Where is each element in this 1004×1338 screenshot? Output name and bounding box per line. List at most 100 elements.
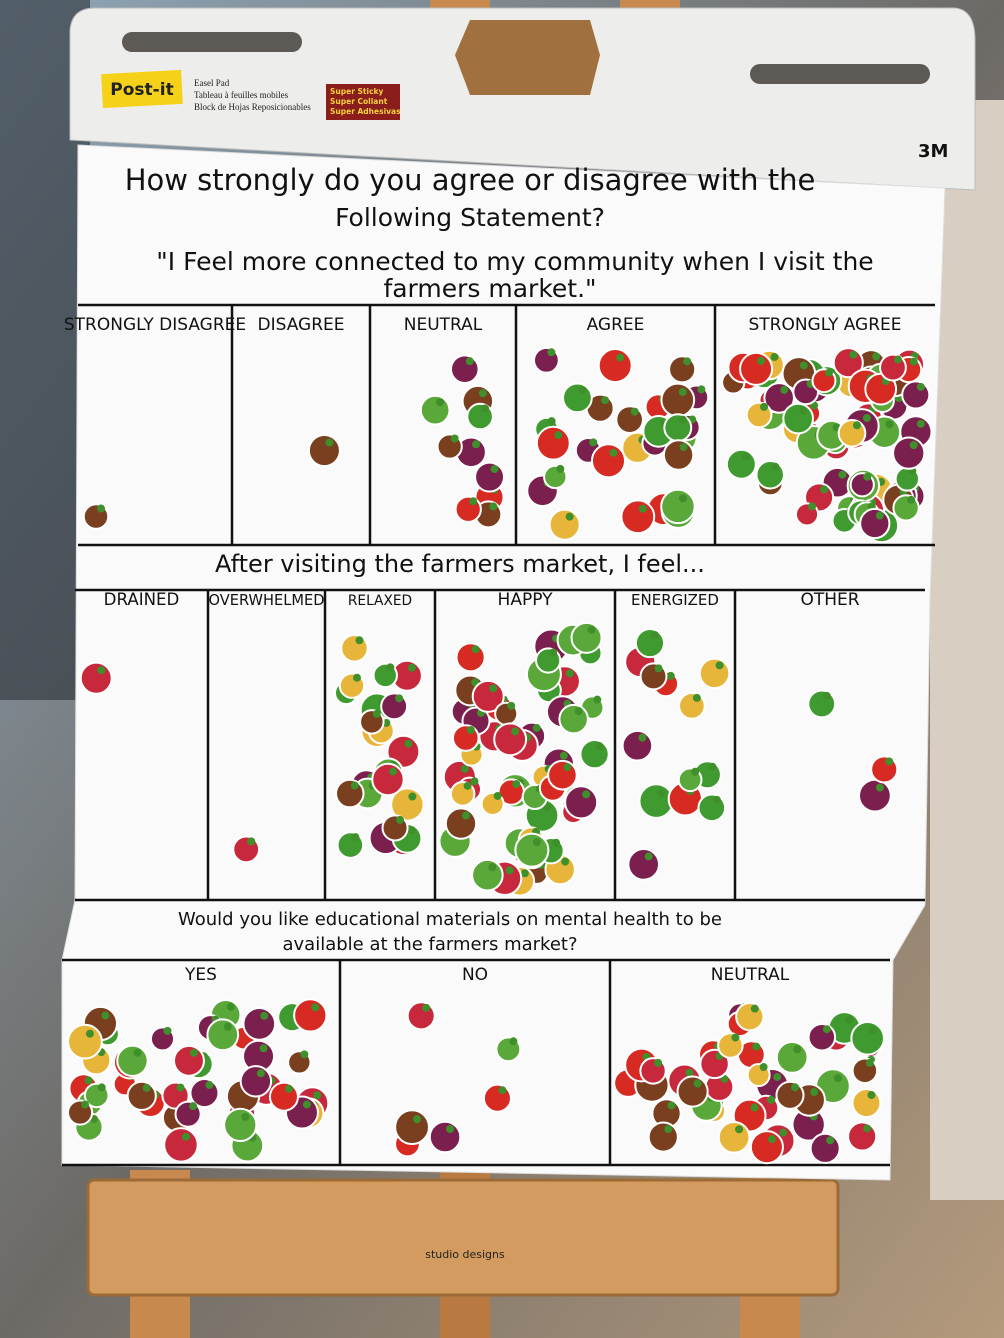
photo: studio designs Post-it Easel Pad Tableau…: [0, 0, 1004, 1338]
sticker-leaf: [498, 1086, 506, 1094]
sticker-leaf: [533, 724, 541, 732]
sticker-leaf: [189, 1102, 197, 1110]
sticker-leaf: [325, 439, 333, 447]
sticker-leaf: [679, 494, 687, 502]
question-line: After visiting the farmers market, I fee…: [215, 550, 705, 578]
maker: 3M: [918, 141, 948, 162]
sticker: [128, 1082, 156, 1110]
sticker-leaf: [680, 443, 688, 451]
sticker: [669, 356, 695, 382]
sticker-leaf: [351, 782, 359, 790]
sticker: [871, 756, 897, 782]
sticker: [751, 1131, 783, 1163]
sticker-leaf: [863, 473, 871, 481]
question-line: available at the farmers market?: [282, 934, 577, 955]
sticker-leaf: [566, 513, 574, 521]
sticker-leaf: [638, 734, 646, 742]
page: studio designs Post-it Easel Pad Tableau…: [0, 0, 1004, 1338]
sticker-leaf: [610, 449, 618, 457]
sticker-leaf: [849, 351, 857, 359]
sticker-leaf: [716, 661, 724, 669]
sticker-leaf: [751, 1104, 759, 1112]
sticker-leaf: [779, 1129, 787, 1137]
sticker-leaf: [885, 757, 893, 765]
sticker: [811, 1134, 840, 1163]
sticker: [880, 355, 906, 381]
sticker-leaf: [395, 694, 403, 702]
sticker-leaf: [654, 1059, 662, 1067]
sticker-leaf: [260, 1044, 268, 1052]
sticker-leaf: [708, 763, 716, 771]
sticker: [699, 795, 726, 822]
handle-slot: [750, 64, 930, 84]
sticker-leaf: [554, 431, 562, 439]
sticker: [484, 1085, 511, 1112]
sticker: [494, 723, 526, 755]
sticker: [453, 725, 479, 751]
sticker-leaf: [735, 1125, 743, 1133]
sticker-leaf: [227, 1003, 235, 1011]
sticker: [467, 404, 493, 430]
sticker-leaf: [834, 1074, 842, 1082]
sticker-leaf: [163, 1027, 171, 1035]
sticker-leaf: [451, 434, 459, 442]
sticker: [664, 440, 693, 469]
sticker-leaf: [506, 866, 514, 874]
sticker-leaf: [593, 696, 601, 704]
sticker-leaf: [533, 838, 541, 846]
sticker-leaf: [654, 664, 662, 672]
sticker-leaf: [373, 710, 381, 718]
handle-cutout: [455, 20, 600, 95]
sticker: [270, 1083, 298, 1111]
sticker-leaf: [589, 438, 597, 446]
sticker: [117, 1046, 147, 1076]
sticker-leaf: [566, 669, 574, 677]
sticker: [430, 1122, 461, 1153]
sticker: [860, 509, 889, 538]
column-label: DRAINED: [104, 590, 180, 609]
sticker-leaf: [408, 826, 416, 834]
sticker-leaf: [413, 1115, 421, 1123]
column-label: YES: [184, 965, 217, 985]
sticker-leaf: [691, 768, 699, 776]
sticker: [243, 1008, 275, 1040]
sticker-leaf: [177, 1084, 185, 1092]
sticker: [336, 780, 363, 807]
sticker: [515, 834, 548, 867]
sticker: [839, 420, 866, 447]
sticker-leaf: [697, 385, 705, 393]
sticker: [661, 384, 694, 417]
sticker-leaf: [101, 1012, 109, 1020]
badge-line: Super Adhesivas: [330, 107, 401, 116]
sticker-leaf: [509, 1037, 517, 1045]
sticker-leaf: [353, 674, 361, 682]
sticker-leaf: [823, 1025, 831, 1033]
sticker-leaf: [588, 626, 596, 634]
sticker: [338, 832, 364, 858]
sticker: [678, 1076, 708, 1106]
sticker-leaf: [260, 1012, 268, 1020]
sticker: [572, 623, 602, 653]
sticker-leaf: [731, 1034, 739, 1042]
sticker: [580, 740, 608, 768]
sticker-leaf: [876, 784, 884, 792]
sticker-leaf: [494, 792, 502, 800]
sticker-leaf: [631, 408, 639, 416]
sticker-leaf: [820, 485, 828, 493]
sticker: [341, 635, 368, 662]
sticker: [592, 444, 625, 477]
sticker-leaf: [770, 353, 778, 361]
sticker: [641, 663, 667, 689]
column-label: NO: [462, 965, 488, 985]
handle-slot: [122, 32, 302, 52]
sticker-leaf: [752, 1043, 760, 1051]
sticker: [859, 780, 891, 812]
sticker-leaf: [863, 414, 871, 422]
sticker-leaf: [224, 1023, 232, 1031]
sticker-leaf: [552, 839, 560, 847]
sticker: [446, 808, 476, 838]
sticker-leaf: [563, 763, 571, 771]
sticker: [395, 1110, 429, 1144]
sticker-leaf: [808, 502, 816, 510]
sticker-leaf: [303, 1100, 311, 1108]
